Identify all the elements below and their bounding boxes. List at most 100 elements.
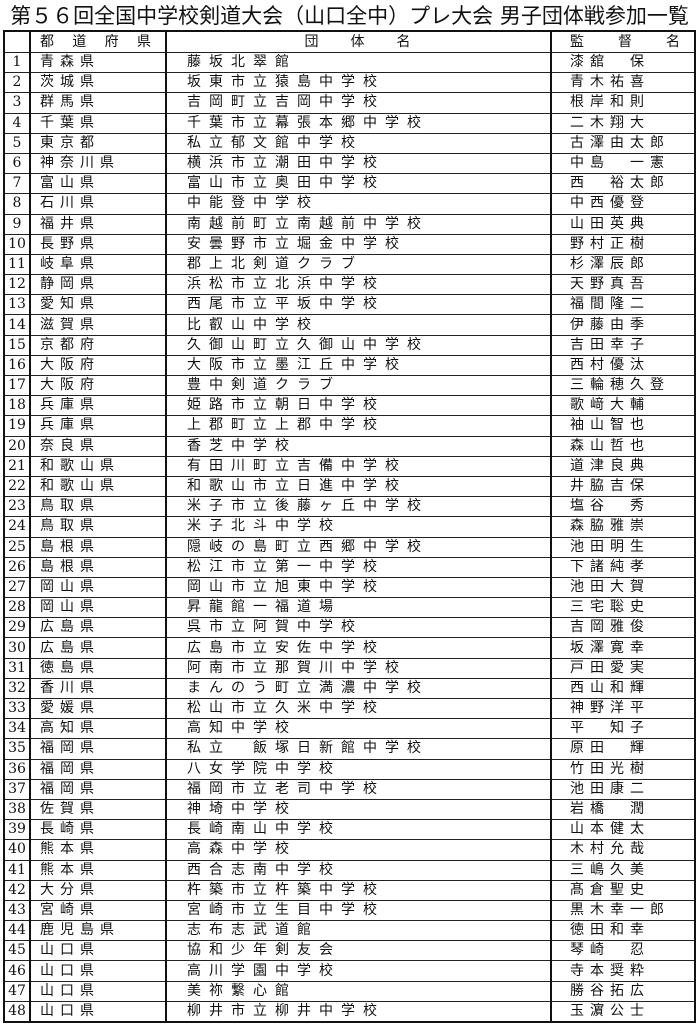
coach-name: 福間隆二: [570, 296, 650, 313]
coach-name: 池田明生: [570, 538, 650, 555]
prefecture: 広島県: [40, 619, 100, 636]
prefecture: 鳥取県: [40, 518, 100, 535]
coach-name: 西 裕太郎: [570, 175, 670, 192]
table-row: 4 千葉県 千葉市立幕張本郷中学校 二木翔大: [3, 112, 696, 134]
prefecture: 滋賀県: [40, 316, 100, 333]
row-number: 10: [8, 235, 26, 252]
team-name: 高川学園中学校: [187, 962, 341, 979]
table-row: 20 奈良県 香芝中学校 森山哲也: [3, 435, 696, 457]
table-row: 37 福岡県 福岡市立老司中学校 池田康二: [3, 778, 696, 800]
prefecture: 長崎県: [40, 821, 100, 838]
row-number: 29: [8, 619, 26, 636]
row-number: 16: [8, 356, 26, 373]
team-name: 有田川町立吉備中学校: [187, 457, 407, 474]
prefecture: 長野県: [40, 235, 100, 252]
prefecture: 福井県: [40, 215, 100, 232]
team-name: 神埼中学校: [187, 801, 297, 818]
participants-table: 都道府県 団体名 監 督 名 1 青森県 藤坂北翠館 漆舘 保 2 茨城県 坂東市立猿島中学…: [3, 30, 696, 1023]
table-row: 13 愛知県 西尾市立平坂中学校 福間隆二: [3, 294, 696, 316]
row-number: 41: [8, 861, 26, 878]
row-number: 44: [8, 922, 26, 939]
prefecture: 大阪府: [40, 377, 100, 394]
prefecture: 石川県: [40, 195, 100, 212]
table-row: 18 兵庫県 姫路市立朝日中学校 歌﨑大輔: [3, 395, 696, 417]
header-team-name: 団体名: [304, 33, 443, 50]
team-name: 米子北斗中学校: [187, 518, 341, 535]
header-number: [3, 30, 31, 53]
prefecture: 宮崎県: [40, 901, 100, 918]
row-number: 43: [8, 901, 26, 918]
row-number: 17: [8, 377, 26, 394]
team-name: 昇龍館一福道場: [187, 599, 341, 616]
prefecture: 大分県: [40, 881, 100, 898]
prefecture: 福岡県: [40, 760, 100, 777]
team-name: 隠岐の島町立西郷中学校: [187, 538, 429, 555]
coach-name: 三宅聡史: [570, 599, 650, 616]
table-row: 7 富山県 富山市立奥田中学校 西 裕太郎: [3, 173, 696, 195]
row-number: 14: [8, 316, 26, 333]
prefecture: 愛媛県: [40, 700, 100, 717]
prefecture: 島根県: [40, 558, 100, 575]
table-row: 9 福井県 南越前町立南越前中学校 山田英典: [3, 213, 696, 235]
row-number: 22: [8, 478, 26, 495]
table-row: 43 宮崎県 宮崎市立生目中学校 黒木幸一郎: [3, 899, 696, 922]
table-row: 1 青森県 藤坂北翠館 漆舘 保: [3, 51, 696, 74]
table-header-row: 都道府県 団体名 監 督 名: [3, 30, 696, 53]
table-row: 15 京都府 久御山町立久御山中学校 吉田幸子: [3, 334, 696, 356]
table-row: 46 山口県 高川学園中学校 寺本奨粋: [3, 960, 696, 982]
team-name: 郡上北剣道クラブ: [187, 255, 363, 272]
prefecture: 山口県: [40, 942, 100, 959]
coach-name: 青木祐喜: [570, 74, 650, 91]
prefecture: 群馬県: [40, 94, 100, 111]
prefecture: 兵庫県: [40, 397, 100, 414]
table-row: 3 群馬県 吉岡町立吉岡中学校 根岸和則: [3, 92, 696, 114]
team-name: 米子市立後藤ヶ丘中学校: [187, 498, 429, 515]
coach-name: 古澤由太郎: [570, 134, 670, 151]
prefecture: 京都府: [40, 336, 100, 353]
coach-name: 西山和輝: [570, 679, 650, 696]
coach-name: 森山哲也: [570, 437, 650, 454]
table-row: 48 山口県 柳井市立柳井中学校 玉濵公士: [3, 1000, 696, 1023]
row-number: 15: [8, 336, 26, 353]
coach-name: 琴崎 忍: [570, 942, 650, 959]
row-number: 42: [8, 881, 26, 898]
prefecture: 福岡県: [40, 780, 100, 797]
team-name: 福岡市立老司中学校: [187, 780, 385, 797]
table-row: 21 和歌山県 有田川町立吉備中学校 道津良典: [3, 455, 696, 477]
table-row: 42 大分県 杵築市立杵築中学校 髙倉聖史: [3, 879, 696, 901]
coach-name: 袖山智也: [570, 417, 650, 434]
coach-name: 中島 一憲: [570, 155, 670, 172]
coach-name: 三嶋久美: [570, 861, 650, 878]
team-name: 私立 飯塚日新館中学校: [187, 740, 429, 757]
coach-name: 三輪穂久登: [570, 377, 670, 394]
coach-name: 山田英典: [570, 215, 650, 232]
team-name: 八女学院中学校: [187, 760, 341, 777]
prefecture: 香川県: [40, 679, 100, 696]
prefecture: 和歌山県: [40, 457, 120, 474]
row-number: 24: [8, 518, 26, 535]
coach-name: 吉田幸子: [570, 336, 650, 353]
prefecture: 神奈川県: [40, 155, 120, 172]
row-number: 2: [12, 74, 22, 91]
team-name: 富山市立奥田中学校: [187, 175, 385, 192]
header-coach-name: 監 督 名: [570, 33, 680, 50]
row-number: 47: [8, 982, 26, 999]
row-number: 13: [8, 296, 26, 313]
team-name: 松山市立久米中学校: [187, 700, 385, 717]
row-number: 33: [8, 700, 26, 717]
team-name: 協和少年剣友会: [187, 942, 341, 959]
prefecture: 山口県: [40, 1002, 100, 1019]
table-row: 28 岡山県 昇龍館一福道場 三宅聡史: [3, 597, 696, 619]
prefecture: 和歌山県: [40, 478, 120, 495]
prefecture: 島根県: [40, 538, 100, 555]
prefecture: 山口県: [40, 962, 100, 979]
table-row: 32 香川県 まんのう町立満濃中学校 西山和輝: [3, 677, 696, 700]
table-row: 35 福岡県 私立 飯塚日新館中学校 原田 輝: [3, 738, 696, 760]
team-name: 豊中剣道クラブ: [187, 377, 341, 394]
team-name: 安曇野市立堀金中学校: [187, 235, 407, 252]
row-number: 38: [8, 801, 26, 818]
coach-name: 森脇雅崇: [570, 518, 650, 535]
row-number: 32: [8, 679, 26, 696]
prefecture: 兵庫県: [40, 417, 100, 434]
team-name: 長崎南山中学校: [187, 821, 341, 838]
